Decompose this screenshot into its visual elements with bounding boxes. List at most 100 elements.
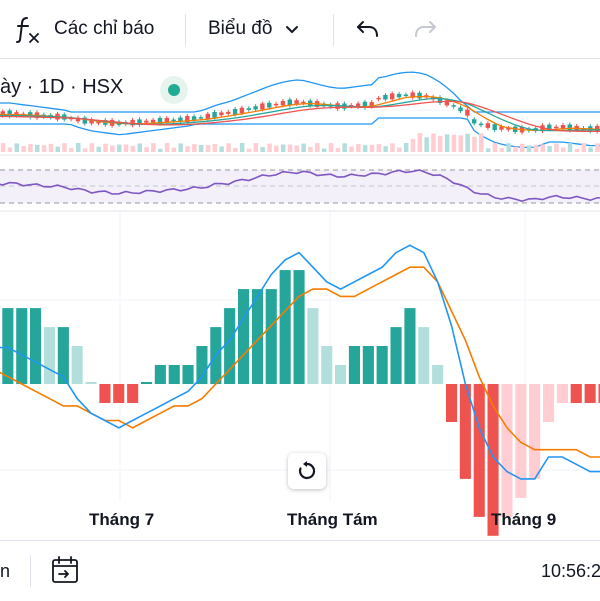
histogram-bar — [585, 384, 596, 403]
reset-chart-button[interactable] — [288, 453, 326, 489]
histogram-bar — [529, 384, 540, 479]
volume-bar — [260, 147, 265, 152]
volume-bar — [424, 137, 429, 152]
volume-bar — [459, 135, 464, 152]
candle-body — [267, 103, 271, 108]
histogram-bar — [307, 308, 318, 384]
volume-bar — [254, 143, 259, 152]
candle-body — [219, 112, 223, 115]
candle-body — [486, 123, 490, 128]
candle-body — [458, 107, 462, 111]
candle-body — [233, 109, 237, 115]
volume-bar — [247, 149, 252, 152]
volume-bar — [383, 146, 388, 152]
moving-averages — [0, 97, 600, 132]
volume-bar — [274, 146, 279, 152]
volume-bar — [103, 144, 108, 152]
candle-body — [465, 110, 469, 116]
x-axis-label: Tháng 9 — [491, 510, 556, 530]
candle-body — [199, 117, 203, 119]
timeframe-label[interactable]: n — [0, 561, 10, 582]
histogram-bar — [127, 384, 138, 403]
volume-bar — [568, 143, 573, 152]
histogram-bar — [543, 384, 554, 422]
candle-body — [472, 119, 476, 123]
candle-body — [247, 108, 251, 110]
volume-bar — [199, 145, 204, 152]
volume-bar — [547, 146, 552, 152]
volume-bar — [513, 147, 518, 152]
volume-bar — [520, 144, 525, 152]
volume-bar — [329, 143, 334, 152]
moving-average-line — [0, 101, 600, 131]
candle-body — [301, 102, 305, 104]
candle-body — [479, 124, 483, 126]
volume-bar — [315, 143, 320, 152]
histogram-bar — [418, 327, 429, 384]
volume-bar — [527, 145, 532, 152]
volume-bar — [165, 143, 170, 152]
volume-bar — [267, 144, 272, 152]
volume-bar — [465, 134, 470, 152]
volume-bar — [240, 143, 245, 152]
volume-bar — [97, 147, 102, 152]
volume-bar — [472, 137, 477, 152]
volume-bar — [1, 143, 6, 152]
volume-bar — [213, 144, 218, 152]
histogram-bar — [363, 346, 374, 384]
volume-bar — [438, 136, 443, 152]
candle-body — [212, 112, 216, 118]
volume-bar — [479, 133, 484, 152]
candle-body — [568, 125, 572, 131]
x-axis-label: Tháng Tám — [287, 510, 378, 530]
volume-bar — [418, 133, 423, 152]
histogram-bar — [113, 384, 124, 403]
candle-body — [452, 105, 456, 107]
histogram-bar — [571, 384, 582, 403]
candle-body — [144, 121, 148, 123]
volume-bar — [431, 134, 436, 153]
volume-bar — [595, 143, 600, 152]
volume-bar — [390, 143, 395, 152]
volume-bar — [554, 144, 559, 153]
volume-bar — [117, 145, 122, 152]
histogram-bar — [349, 346, 360, 384]
histogram-bar — [266, 289, 277, 384]
volume-bar — [370, 145, 375, 152]
volume-bar — [15, 143, 20, 152]
candle-body — [294, 100, 298, 104]
rsi-pane — [0, 170, 600, 203]
histogram-bar — [280, 270, 291, 384]
bottom-separator — [30, 555, 31, 587]
volume-bar — [377, 144, 382, 152]
moving-average-line — [0, 98, 600, 130]
candle-body — [417, 93, 421, 99]
market-status-icon[interactable] — [160, 76, 188, 104]
volume-bar — [322, 149, 327, 153]
volume-bar — [90, 143, 95, 152]
volume-bar — [506, 143, 511, 152]
histogram-bar — [335, 365, 346, 384]
volume-bar — [28, 144, 33, 152]
go-to-date-button[interactable] — [50, 555, 80, 590]
candle-body — [554, 127, 558, 129]
volume-bar — [35, 145, 40, 152]
histogram-bar — [391, 327, 402, 384]
histogram-bar — [99, 384, 110, 403]
volume-bar — [226, 143, 231, 152]
bottom-toolbar: n 10:56:2 — [0, 540, 600, 601]
volume-bar — [493, 143, 498, 152]
histogram-bar — [501, 384, 512, 517]
volume-bar — [534, 145, 539, 152]
volume-bar — [219, 146, 224, 152]
volume-bar — [144, 147, 149, 152]
histogram-bar — [16, 308, 27, 384]
symbol-legend[interactable]: ày · 1D · HSX — [0, 76, 123, 99]
volume-bar — [411, 139, 416, 152]
histogram-bar — [238, 289, 249, 384]
histogram-bar — [72, 346, 83, 384]
volume-bar — [192, 144, 197, 152]
histogram-bar — [86, 382, 97, 384]
volume-bar — [42, 145, 47, 152]
histogram-bar — [2, 308, 13, 384]
